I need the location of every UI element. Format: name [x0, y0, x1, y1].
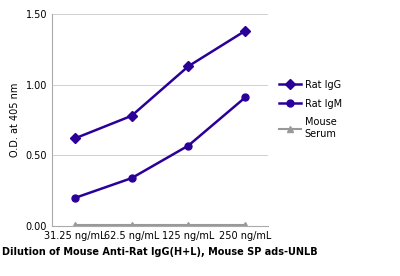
Mouse
Serum — [72, 223, 77, 227]
Rat IgM — [243, 96, 248, 99]
Mouse
Serum — [243, 223, 248, 227]
Rat IgG — [129, 114, 134, 118]
Rat IgG — [243, 29, 248, 33]
Rat IgM — [72, 196, 77, 200]
Rat IgG — [186, 65, 191, 68]
Line: Rat IgM: Rat IgM — [71, 94, 249, 201]
X-axis label: Dilution of Mouse Anti-Rat IgG(H+L), Mouse SP ads-UNLB: Dilution of Mouse Anti-Rat IgG(H+L), Mou… — [2, 247, 318, 257]
Line: Mouse
Serum: Mouse Serum — [71, 221, 249, 228]
Line: Rat IgG: Rat IgG — [71, 27, 249, 142]
Mouse
Serum — [129, 223, 134, 227]
Y-axis label: O.D. at 405 nm: O.D. at 405 nm — [10, 83, 20, 157]
Rat IgM — [186, 144, 191, 147]
Rat IgG — [72, 137, 77, 140]
Rat IgM — [129, 176, 134, 180]
Mouse
Serum — [186, 223, 191, 227]
Legend: Rat IgG, Rat IgM, Mouse
Serum: Rat IgG, Rat IgM, Mouse Serum — [279, 80, 342, 139]
